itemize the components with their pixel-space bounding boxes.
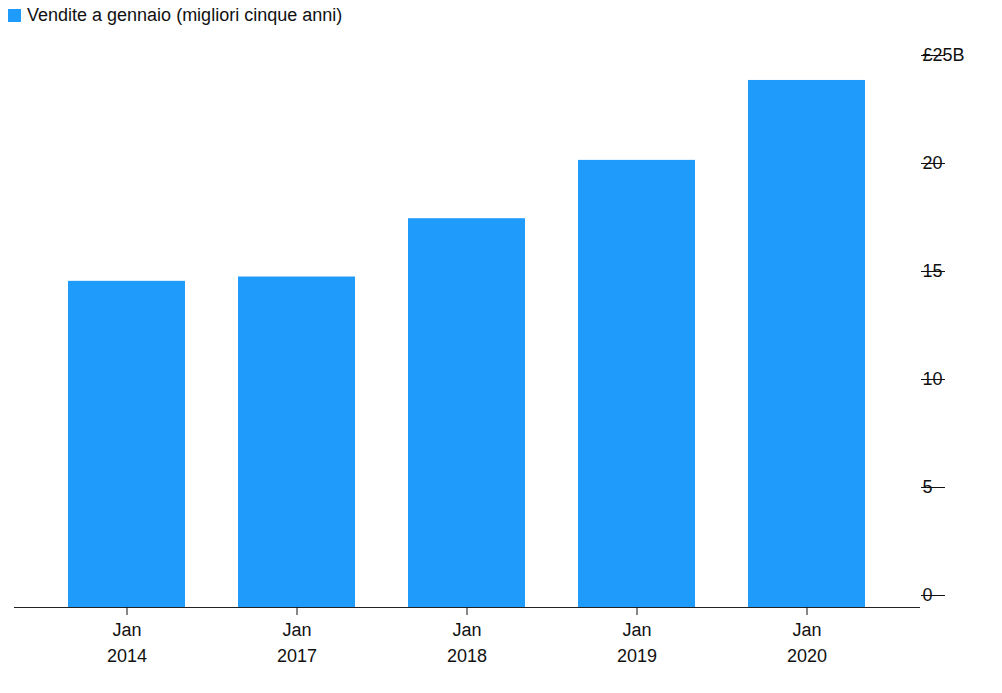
svg-text:Jan2017: Jan2017	[277, 620, 317, 665]
svg-text:Jan2020: Jan2020	[787, 620, 827, 665]
svg-text:0: 0	[923, 585, 933, 605]
svg-text:10: 10	[923, 369, 943, 389]
svg-text:20: 20	[923, 153, 943, 173]
svg-text:Jan2014: Jan2014	[107, 620, 147, 665]
html-text:Vendite a gennaio (migliori ci: Vendite a gennaio (migliori cinque anni)	[27, 4, 343, 25]
svg-text:Jan2018: Jan2018	[447, 620, 487, 665]
svg-text:15: 15	[923, 261, 943, 281]
svg-text:5: 5	[923, 477, 933, 497]
svg-text:Jan2019: Jan2019	[617, 620, 657, 665]
svg-text:£25B: £25B	[923, 45, 965, 65]
